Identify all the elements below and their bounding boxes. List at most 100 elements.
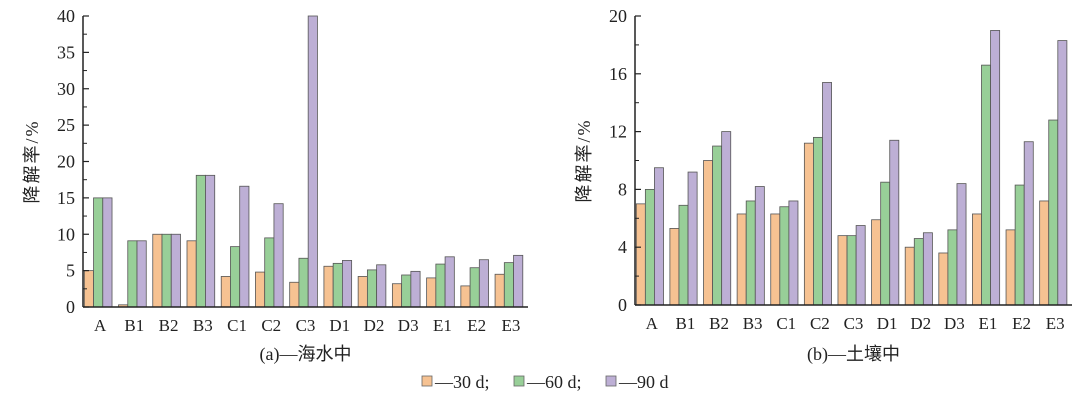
- bar-E2-30d: [460, 285, 471, 308]
- bar-A-30d: [635, 203, 646, 306]
- bar-E3-90d: [513, 254, 524, 308]
- bar-E3-60d: [1048, 119, 1059, 306]
- y-tick-label: 25: [57, 115, 75, 135]
- bar-E1-60d: [981, 64, 991, 306]
- x-tick-label: B3: [743, 314, 763, 333]
- chart-panel-b: A B1 B2 B3 C1 C2 C3 D1 D2 D3 E1 E2 E3 0 4 8 12 16 20 降解率/% (…: [574, 6, 1072, 365]
- bar-A-90d: [102, 197, 113, 308]
- bar-B3-30d: [736, 213, 747, 306]
- bar-D1-60d: [332, 262, 343, 308]
- chart-title: (b)—土壤中: [807, 344, 900, 365]
- x-tick-label: D1: [877, 314, 898, 333]
- chart-panel-a: A B1 B2 B3 C1 C2 C3 D1 D2 D3 E1 E2 E3 0 5 10 15 20 25 30 35 4…: [22, 6, 528, 365]
- y-tick-label: 40: [57, 6, 75, 26]
- bar-A-90d: [654, 167, 664, 306]
- legend-swatch-60d: [513, 375, 525, 387]
- bar-C1-30d: [220, 276, 231, 308]
- bar-C2-90d: [822, 82, 832, 306]
- bar-D2-60d: [913, 238, 924, 306]
- y-tick-label: 4: [618, 237, 627, 257]
- bar-C1-30d: [770, 213, 781, 306]
- bar-C2-30d: [255, 271, 266, 308]
- bar-D1-60d: [880, 181, 891, 306]
- x-tick-label: E3: [501, 316, 520, 335]
- x-tick-label: D2: [364, 316, 385, 335]
- x-tick-label: D2: [910, 314, 931, 333]
- bar-D3-90d: [956, 183, 967, 306]
- bar-E3-60d: [503, 262, 514, 308]
- bar-B2-90d: [721, 131, 732, 306]
- x-tick-label: E2: [467, 316, 486, 335]
- bar-E2-60d: [1014, 184, 1025, 306]
- bar-C1-90d: [239, 185, 250, 308]
- x-tick-label: B3: [193, 316, 213, 335]
- bar-C1-90d: [788, 200, 799, 306]
- y-axis-label: 降解率/%: [574, 119, 594, 203]
- bar-B3-60d: [745, 200, 756, 306]
- x-tick-label: C2: [261, 316, 281, 335]
- bar-B2-90d: [170, 233, 181, 308]
- bar-D2-90d: [376, 264, 387, 308]
- bar-B3-60d: [195, 174, 206, 308]
- bar-B1-90d: [136, 240, 147, 308]
- x-tick-label: B1: [124, 316, 144, 335]
- x-tick-label: E1: [979, 314, 998, 333]
- bar-E3-90d: [1057, 40, 1068, 306]
- y-tick-label: 35: [57, 42, 75, 62]
- y-tick-label: 30: [57, 79, 75, 99]
- bar-D2-60d: [366, 269, 378, 308]
- bar-C1-60d: [230, 246, 241, 308]
- bar-E1-60d: [435, 263, 446, 308]
- bar-C2-60d: [264, 237, 275, 308]
- bar-E2-90d: [478, 259, 489, 308]
- bar-B1-60d: [127, 240, 138, 308]
- x-tick-label: D3: [944, 314, 965, 333]
- bar-C3-30d: [837, 235, 848, 306]
- x-tick-label: B2: [709, 314, 729, 333]
- bar-C3-60d: [846, 235, 857, 306]
- bar-B2-30d: [152, 233, 163, 308]
- bar-D1-90d: [342, 260, 353, 308]
- y-tick-label: 10: [57, 224, 75, 244]
- bar-E3-30d: [1039, 200, 1050, 306]
- bar-E1-30d: [972, 213, 982, 306]
- y-tick-label: 16: [609, 64, 627, 84]
- bar-D3-60d: [947, 229, 958, 306]
- bar-D3-30d: [391, 283, 403, 308]
- bar-B2-60d: [161, 233, 172, 308]
- x-tick-label: E1: [433, 316, 452, 335]
- bar-C2-90d: [273, 203, 284, 308]
- y-tick-label: 0: [66, 297, 75, 317]
- x-tick-label: C3: [844, 314, 864, 333]
- x-tick-label: D3: [398, 316, 419, 335]
- bar-C1-60d: [779, 206, 790, 306]
- x-tick-label: C2: [810, 314, 830, 333]
- bar-D1-30d: [323, 265, 334, 308]
- bar-A-60d: [93, 197, 104, 308]
- x-tick-label: B1: [676, 314, 696, 333]
- bar-E1-90d: [444, 256, 455, 308]
- legend-swatch-30d: [421, 375, 433, 387]
- y-tick-label: 8: [618, 179, 627, 199]
- x-tick-label: A: [94, 316, 107, 335]
- bar-A-60d: [644, 188, 655, 306]
- legend-swatch-90d: [605, 375, 617, 387]
- legend: —30 d; —60 d; —90 d: [421, 372, 669, 392]
- x-tick-label: E3: [1046, 314, 1065, 333]
- bar-E1-90d: [990, 30, 1001, 306]
- bar-C3-90d: [307, 15, 318, 308]
- x-tick-label: A: [646, 314, 659, 333]
- bar-C3-90d: [855, 225, 866, 306]
- bar-E2-90d: [1023, 141, 1034, 306]
- bar-D3-60d: [401, 274, 412, 308]
- y-tick-label: 12: [609, 122, 627, 142]
- x-tick-label: C1: [227, 316, 247, 335]
- x-tick-label: B2: [159, 316, 179, 335]
- bar-D1-90d: [889, 139, 900, 306]
- y-tick-label: 20: [57, 152, 75, 172]
- bar-B1-90d: [687, 171, 698, 306]
- bar-D2-90d: [922, 232, 933, 306]
- y-axis-label: 降解率/%: [22, 120, 42, 204]
- bar-B2-60d: [712, 145, 723, 306]
